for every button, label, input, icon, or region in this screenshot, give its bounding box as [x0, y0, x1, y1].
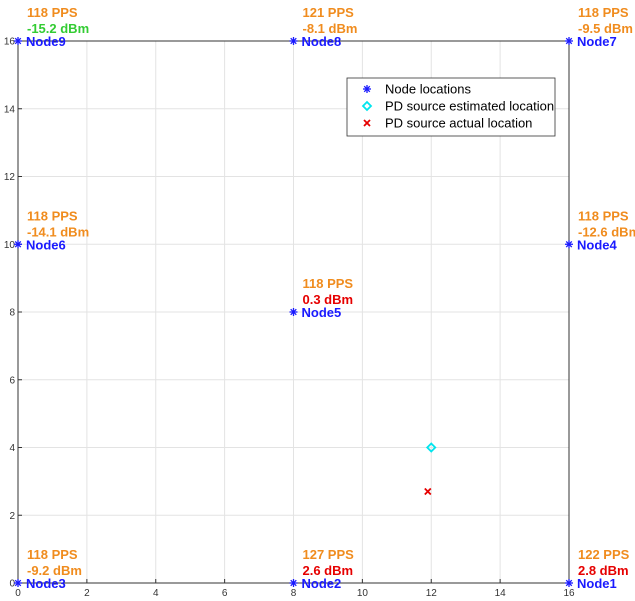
x-tick-label: 6	[222, 588, 228, 599]
legend-box	[346, 77, 556, 137]
node-marker	[565, 37, 573, 45]
node-label: Node4	[577, 237, 618, 252]
legend-estimated-marker	[361, 100, 373, 112]
node-pps-label: 118 PPS	[303, 276, 354, 291]
node-marker	[14, 37, 22, 45]
node-label: Node9	[26, 34, 66, 49]
y-tick-label: 14	[4, 104, 16, 115]
node-dbm-label: -15.2 dBm	[27, 21, 89, 36]
x-tick-label: 8	[291, 588, 297, 599]
node-label: Node6	[26, 237, 66, 252]
x-tick-label: 2	[84, 588, 90, 599]
pd-estimated-marker	[425, 442, 437, 453]
node-pps-label: 118 PPS	[27, 547, 78, 562]
node-marker	[289, 308, 298, 316]
node-dbm-label: 2.8 dBm	[578, 563, 629, 578]
node-pps-label: 121 PPS	[303, 5, 355, 20]
node-marker	[14, 579, 22, 587]
legend-label: PD source estimated location	[385, 99, 554, 114]
x-tick-label: 0	[15, 588, 21, 599]
node-marker	[289, 579, 298, 587]
node-dbm-label: -12.6 dBm	[578, 224, 635, 239]
tick-labels: 0 2 4 6 8 10 12 14 16 0 2 4 6 8 10 12 14 16	[4, 37, 575, 600]
node-label: Node2	[302, 576, 342, 591]
node-label: Node3	[26, 576, 66, 591]
node-label: Node1	[577, 576, 617, 591]
x-tick-label: 4	[153, 588, 159, 599]
node-marker	[289, 37, 298, 45]
y-tick-label: 10	[4, 240, 16, 251]
legend-actual-marker	[363, 119, 371, 127]
pd-actual-marker	[424, 487, 432, 496]
node-dbm-label: 0.3 dBm	[303, 292, 354, 307]
node-pps-label: 118 PPS	[578, 5, 629, 20]
x-tick-label: 14	[495, 588, 507, 599]
legend-label: Node locations	[385, 82, 471, 97]
node-label: Node8	[302, 34, 342, 49]
y-tick-label: 6	[9, 375, 15, 386]
x-tick-label: 12	[426, 588, 438, 599]
y-tick-label: 12	[4, 172, 16, 183]
node-pps-label: 127 PPS	[303, 547, 355, 562]
node-dbm-label: -14.1 dBm	[27, 224, 89, 239]
x-tick-label: 16	[563, 588, 575, 599]
node-pps-label: 118 PPS	[578, 208, 629, 223]
node-label: Node7	[577, 34, 617, 49]
y-tick-label: 4	[9, 443, 15, 454]
markers	[14, 37, 573, 587]
node-dbm-label: -9.2 dBm	[27, 563, 82, 578]
node-marker	[565, 579, 573, 587]
legend-node-marker	[363, 85, 371, 93]
node-dbm-label: 2.6 dBm	[303, 563, 354, 578]
node-pps-label: 122 PPS	[578, 547, 630, 562]
y-tick-label: 16	[4, 37, 16, 48]
y-tick-label: 2	[9, 511, 15, 522]
node-label: Node5	[302, 305, 342, 320]
legend-label: PD source actual location	[385, 116, 532, 131]
y-tick-label: 0	[9, 579, 15, 590]
node-pps-label: 118 PPS	[27, 208, 78, 223]
legend: Node locations PD source estimated locati…	[346, 77, 556, 137]
x-tick-label: 10	[357, 588, 369, 599]
node-dbm-label: -9.5 dBm	[578, 21, 633, 36]
node-pps-label: 118 PPS	[27, 5, 78, 20]
node-marker	[565, 240, 573, 249]
y-tick-label: 8	[9, 308, 15, 319]
node-marker	[14, 240, 22, 249]
node-dbm-label: -8.1 dBm	[303, 21, 358, 36]
